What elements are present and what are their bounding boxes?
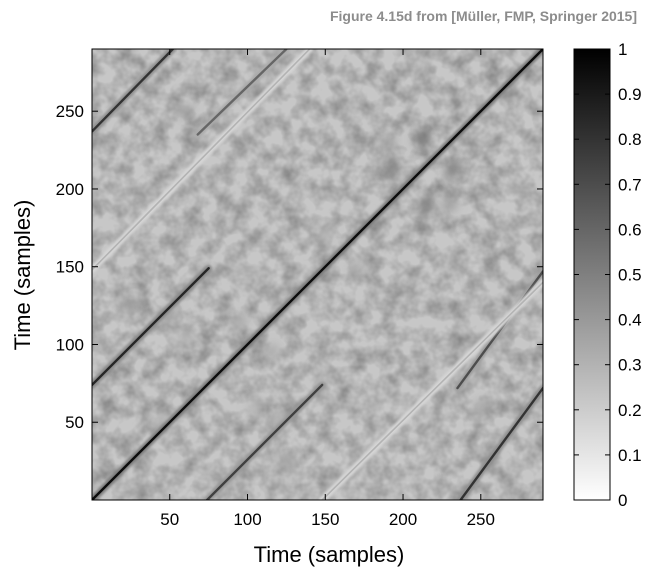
diagonal-stripe [459,386,543,500]
x-axis: 50 100 150 200 250 [160,49,495,529]
y-axis-label: Time (samples) [10,200,35,351]
colorbar [573,48,611,501]
heatmap-blob [263,344,279,360]
heatmap-blob [247,399,263,415]
x-tick-label: 200 [389,510,417,529]
plot-frame [91,48,544,501]
y-tick-label: 250 [56,102,84,121]
x-tick-label: 150 [311,510,339,529]
colorbar-tick-label: 0.7 [618,175,642,194]
heatmap-blobs [123,103,489,469]
heatmap-blob [177,329,193,345]
colorbar-tick-label: 0.3 [618,356,642,375]
colorbar-tick-label: 0.4 [618,311,642,330]
colorbar-tick-label: 0.6 [618,220,642,239]
heatmap-blob [348,259,365,275]
colorbar-tick-label: 0.8 [618,130,642,149]
diagonal-stripe [92,49,543,500]
colorbar-tick-label: 0 [618,491,627,510]
heatmap-blob [278,453,295,469]
colorbar-tick-label: 0.5 [618,266,642,285]
x-tick-label: 100 [233,510,261,529]
diagonal-stripe [92,267,210,387]
diagonal-stripe [92,49,311,271]
colorbar-tick-label: 0.9 [618,85,642,104]
heatmap-blob [317,227,333,244]
heatmap-blob [232,313,248,329]
heatmap-stripes [92,49,543,500]
diagonal-stripe [92,49,175,133]
y-tick-label: 200 [56,180,84,199]
colorbar-ticks: 0 0.1 0.2 0.3 0.4 0.5 0.6 0.7 0.8 0.9 1 [574,40,642,510]
diagonal-stripe [205,383,324,500]
heatmap-blob [379,134,396,150]
heatmap-blob [414,129,430,146]
heatmap-blob [442,196,458,213]
colorbar-tick-label: 0.2 [618,401,642,420]
diagonal-stripe [456,270,543,390]
x-axis-label: Time (samples) [254,542,405,567]
diagonal-stripe [321,281,543,500]
y-tick-label: 50 [65,413,84,432]
colorbar-tick-label: 0.1 [618,446,642,465]
diagonal-stripe [196,49,288,136]
x-tick-label: 50 [160,510,179,529]
figure-credit: Figure 4.15d from [Müller, FMP, Springer… [329,8,637,24]
colorbar-tick-label: 1 [618,40,627,59]
heatmap-blob [418,196,435,213]
heatmap-blob [382,161,399,177]
y-tick-label: 100 [56,335,84,354]
x-tick-label: 250 [467,510,495,529]
heatmap-blob [445,162,461,178]
heatmap-area [92,49,543,500]
y-axis: 50 100 150 200 250 [56,102,543,432]
y-tick-label: 150 [56,258,84,277]
heatmap-blob [123,297,139,314]
heatmap-blob [473,399,489,415]
heatmap-blob [177,103,193,119]
